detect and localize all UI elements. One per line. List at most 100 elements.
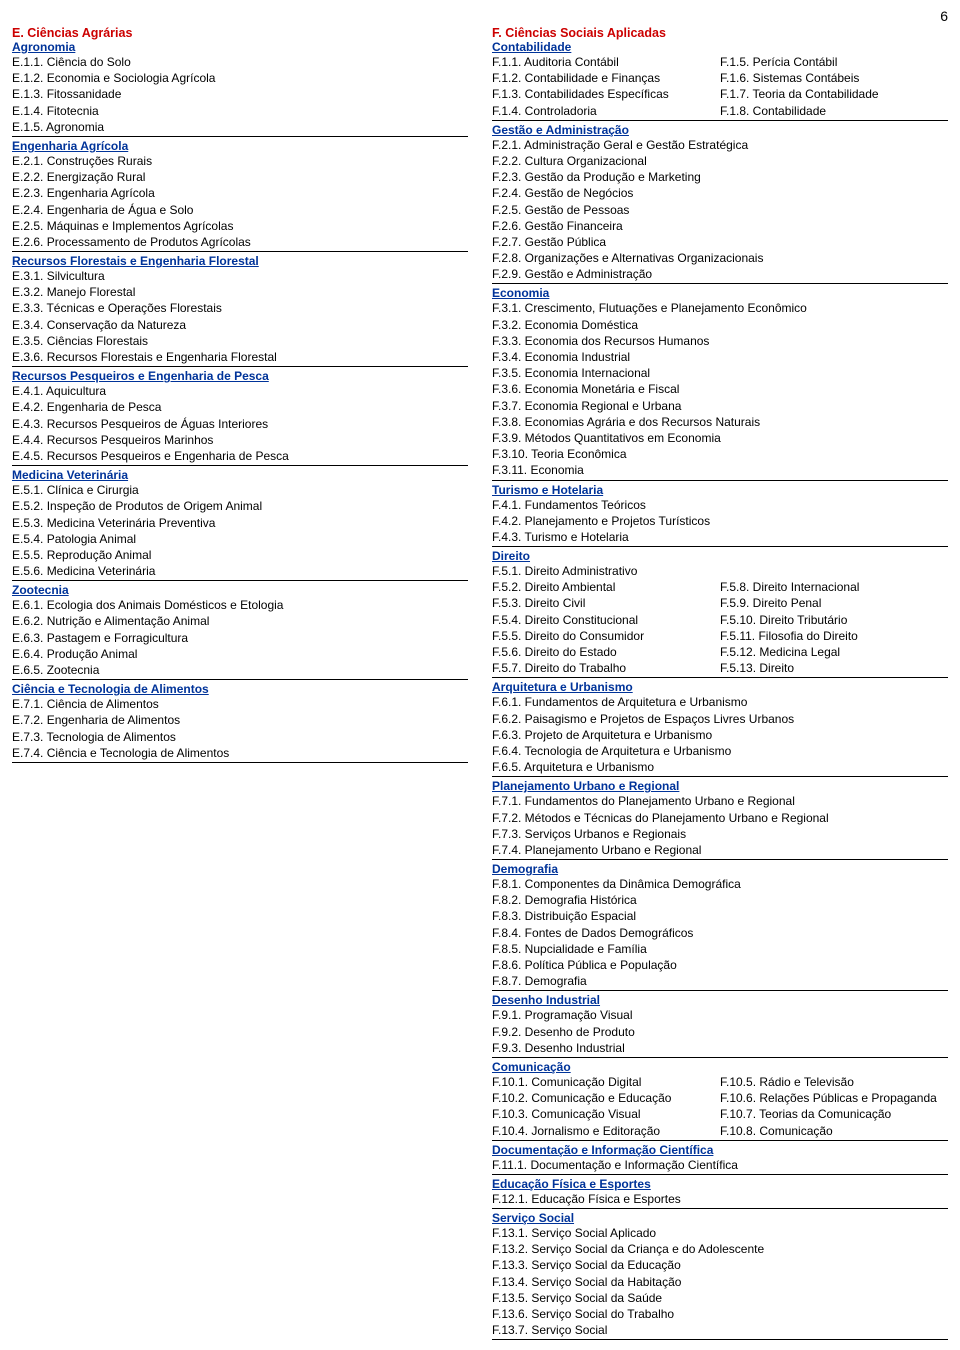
item: E.4.5. Recursos Pesqueiros e Engenharia … bbox=[12, 448, 468, 464]
group: DemografiaF.8.1. Componentes da Dinâmica… bbox=[492, 862, 948, 989]
item-pair: F.1.1. Auditoria ContábilF.1.5. Perícia … bbox=[492, 54, 948, 70]
item: F.10.2. Comunicação e Educação bbox=[492, 1090, 720, 1106]
item: F.2.5. Gestão de Pessoas bbox=[492, 202, 948, 218]
item: F.11.1. Documentação e Informação Cientí… bbox=[492, 1157, 948, 1173]
item: F.3.2. Economia Doméstica bbox=[492, 317, 948, 333]
group-heading: Contabilidade bbox=[492, 40, 948, 54]
item: F.5.4. Direito Constitucional bbox=[492, 612, 720, 628]
item: F.4.1. Fundamentos Teóricos bbox=[492, 497, 948, 513]
item: F.2.9. Gestão e Administração bbox=[492, 266, 948, 282]
item: F.8.3. Distribuição Espacial bbox=[492, 908, 948, 924]
item: F.1.7. Teoria da Contabilidade bbox=[720, 86, 948, 102]
group: Serviço SocialF.13.1. Serviço Social Apl… bbox=[492, 1211, 948, 1338]
left-section-title: E. Ciências Agrárias bbox=[12, 26, 468, 40]
item: E.6.1. Ecologia dos Animais Domésticos e… bbox=[12, 597, 468, 613]
item: F.3.11. Economia bbox=[492, 462, 948, 478]
item: E.5.5. Reprodução Animal bbox=[12, 547, 468, 563]
item: E.3.6. Recursos Florestais e Engenharia … bbox=[12, 349, 468, 365]
item: F.10.3. Comunicação Visual bbox=[492, 1106, 720, 1122]
item: E.6.3. Pastagem e Forragicultura bbox=[12, 630, 468, 646]
item: F.8.6. Política Pública e População bbox=[492, 957, 948, 973]
item: E.1.5. Agronomia bbox=[12, 119, 468, 135]
item: F.3.4. Economia Industrial bbox=[492, 349, 948, 365]
item: F.13.1. Serviço Social Aplicado bbox=[492, 1225, 948, 1241]
item: F.6.2. Paisagismo e Projetos de Espaços … bbox=[492, 711, 948, 727]
divider bbox=[12, 136, 468, 137]
item: F.13.6. Serviço Social do Trabalho bbox=[492, 1306, 948, 1322]
item: F.4.3. Turismo e Hotelaria bbox=[492, 529, 948, 545]
divider bbox=[12, 465, 468, 466]
item-pair: F.5.3. Direito CivilF.5.9. Direito Penal bbox=[492, 595, 948, 611]
item: F.10.7. Teorias da Comunicação bbox=[720, 1106, 948, 1122]
item-pair: F.1.4. ControladoriaF.1.8. Contabilidade bbox=[492, 103, 948, 119]
item: F.5.3. Direito Civil bbox=[492, 595, 720, 611]
item: F.3.10. Teoria Econômica bbox=[492, 446, 948, 462]
group: Planejamento Urbano e RegionalF.7.1. Fun… bbox=[492, 779, 948, 858]
item: E.2.1. Construções Rurais bbox=[12, 153, 468, 169]
item-pair: F.5.2. Direito AmbientalF.5.8. Direito I… bbox=[492, 579, 948, 595]
item: E.2.6. Processamento de Produtos Agrícol… bbox=[12, 234, 468, 250]
item: F.3.8. Economias Agrária e dos Recursos … bbox=[492, 414, 948, 430]
item-pair: F.10.2. Comunicação e EducaçãoF.10.6. Re… bbox=[492, 1090, 948, 1106]
divider bbox=[12, 580, 468, 581]
group: Documentação e Informação CientíficaF.11… bbox=[492, 1143, 948, 1173]
group-heading: Direito bbox=[492, 549, 948, 563]
group: Engenharia AgrícolaE.2.1. Construções Ru… bbox=[12, 139, 468, 250]
group: EconomiaF.3.1. Crescimento, Flutuações e… bbox=[492, 286, 948, 478]
item: F.2.8. Organizações e Alternativas Organ… bbox=[492, 250, 948, 266]
item: E.7.2. Engenharia de Alimentos bbox=[12, 712, 468, 728]
right-section-title: F. Ciências Sociais Aplicadas bbox=[492, 26, 948, 40]
item-pair: F.10.1. Comunicação DigitalF.10.5. Rádio… bbox=[492, 1074, 948, 1090]
group: Educação Física e EsportesF.12.1. Educaç… bbox=[492, 1177, 948, 1207]
item: E.6.4. Produção Animal bbox=[12, 646, 468, 662]
item-pair: F.10.3. Comunicação VisualF.10.7. Teoria… bbox=[492, 1106, 948, 1122]
divider bbox=[492, 776, 948, 777]
item: F.5.2. Direito Ambiental bbox=[492, 579, 720, 595]
divider bbox=[492, 120, 948, 121]
left-column: E. Ciências Agrárias AgronomiaE.1.1. Ciê… bbox=[12, 26, 468, 765]
item: F.8.1. Componentes da Dinâmica Demográfi… bbox=[492, 876, 948, 892]
group-heading: Turismo e Hotelaria bbox=[492, 483, 948, 497]
group: ContabilidadeF.1.1. Auditoria ContábilF.… bbox=[492, 40, 948, 119]
item: E.7.4. Ciência e Tecnologia de Alimentos bbox=[12, 745, 468, 761]
item: F.13.2. Serviço Social da Criança e do A… bbox=[492, 1241, 948, 1257]
item: F.10.6. Relações Públicas e Propaganda bbox=[720, 1090, 948, 1106]
item: E.2.2. Energização Rural bbox=[12, 169, 468, 185]
item: F.2.6. Gestão Financeira bbox=[492, 218, 948, 234]
item: E.5.4. Patologia Animal bbox=[12, 531, 468, 547]
columns: E. Ciências Agrárias AgronomiaE.1.1. Ciê… bbox=[12, 26, 948, 1342]
group: AgronomiaE.1.1. Ciência do SoloE.1.2. Ec… bbox=[12, 40, 468, 135]
item: F.1.4. Controladoria bbox=[492, 103, 720, 119]
group-heading: Planejamento Urbano e Regional bbox=[492, 779, 948, 793]
item: E.1.1. Ciência do Solo bbox=[12, 54, 468, 70]
item: F.8.7. Demografia bbox=[492, 973, 948, 989]
item: E.2.5. Máquinas e Implementos Agrícolas bbox=[12, 218, 468, 234]
item: F.2.4. Gestão de Negócios bbox=[492, 185, 948, 201]
divider bbox=[12, 366, 468, 367]
divider bbox=[492, 1057, 948, 1058]
item: E.1.3. Fitossanidade bbox=[12, 86, 468, 102]
divider bbox=[492, 1174, 948, 1175]
item: F.5.8. Direito Internacional bbox=[720, 579, 948, 595]
item: F.8.5. Nupcialidade e Família bbox=[492, 941, 948, 957]
group-heading: Demografia bbox=[492, 862, 948, 876]
group-heading: Documentação e Informação Científica bbox=[492, 1143, 948, 1157]
item-pair: F.5.5. Direito do ConsumidorF.5.11. Filo… bbox=[492, 628, 948, 644]
item: F.5.11. Filosofia do Direito bbox=[720, 628, 948, 644]
group-heading: Medicina Veterinária bbox=[12, 468, 468, 482]
item: E.2.4. Engenharia de Água e Solo bbox=[12, 202, 468, 218]
item: F.2.7. Gestão Pública bbox=[492, 234, 948, 250]
item: F.1.3. Contabilidades Específicas bbox=[492, 86, 720, 102]
divider bbox=[492, 546, 948, 547]
item: E.3.3. Técnicas e Operações Florestais bbox=[12, 300, 468, 316]
divider bbox=[492, 480, 948, 481]
item: E.5.1. Clínica e Cirurgia bbox=[12, 482, 468, 498]
item: E.6.5. Zootecnia bbox=[12, 662, 468, 678]
group: DireitoF.5.1. Direito AdministrativoF.5.… bbox=[492, 549, 948, 676]
item: F.12.1. Educação Física e Esportes bbox=[492, 1191, 948, 1207]
group-heading: Arquitetura e Urbanismo bbox=[492, 680, 948, 694]
group: Ciência e Tecnologia de AlimentosE.7.1. … bbox=[12, 682, 468, 761]
item: F.3.7. Economia Regional e Urbana bbox=[492, 398, 948, 414]
item: F.7.3. Serviços Urbanos e Regionais bbox=[492, 826, 948, 842]
item: F.5.9. Direito Penal bbox=[720, 595, 948, 611]
